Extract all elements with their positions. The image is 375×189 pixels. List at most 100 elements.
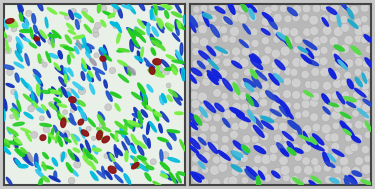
Ellipse shape: [334, 54, 344, 66]
Ellipse shape: [17, 100, 21, 111]
Ellipse shape: [133, 118, 135, 131]
Ellipse shape: [202, 13, 212, 19]
Circle shape: [209, 102, 218, 111]
Ellipse shape: [102, 166, 105, 176]
Ellipse shape: [81, 130, 88, 136]
Ellipse shape: [6, 19, 14, 23]
Circle shape: [314, 136, 321, 143]
Circle shape: [270, 113, 277, 120]
Circle shape: [260, 132, 269, 141]
Ellipse shape: [141, 47, 143, 57]
Ellipse shape: [135, 28, 145, 34]
Circle shape: [240, 78, 250, 88]
Ellipse shape: [346, 102, 356, 108]
Ellipse shape: [32, 14, 36, 23]
Ellipse shape: [34, 37, 40, 41]
Circle shape: [302, 134, 310, 142]
Ellipse shape: [54, 171, 57, 180]
Ellipse shape: [97, 171, 106, 179]
Circle shape: [213, 47, 222, 57]
Ellipse shape: [352, 171, 362, 176]
Circle shape: [28, 105, 34, 112]
Ellipse shape: [130, 40, 134, 52]
Circle shape: [64, 76, 70, 82]
Ellipse shape: [159, 124, 162, 133]
Circle shape: [361, 70, 371, 80]
Circle shape: [320, 145, 329, 154]
Circle shape: [162, 152, 169, 159]
Ellipse shape: [168, 130, 176, 139]
Ellipse shape: [141, 110, 147, 117]
Ellipse shape: [136, 141, 146, 149]
Ellipse shape: [64, 47, 74, 51]
Circle shape: [219, 100, 229, 110]
Ellipse shape: [60, 66, 64, 74]
Circle shape: [251, 135, 259, 143]
Ellipse shape: [251, 69, 258, 79]
Ellipse shape: [297, 125, 302, 136]
Ellipse shape: [86, 52, 91, 59]
Circle shape: [352, 173, 362, 183]
Circle shape: [210, 36, 218, 43]
Ellipse shape: [180, 43, 183, 55]
Ellipse shape: [115, 175, 123, 183]
Ellipse shape: [97, 131, 102, 140]
Ellipse shape: [167, 95, 172, 101]
Ellipse shape: [204, 101, 216, 112]
Ellipse shape: [171, 64, 178, 72]
Ellipse shape: [69, 167, 78, 176]
Ellipse shape: [78, 106, 83, 114]
Ellipse shape: [246, 167, 258, 177]
Ellipse shape: [104, 45, 108, 58]
Ellipse shape: [244, 83, 254, 91]
Ellipse shape: [26, 83, 32, 91]
Circle shape: [302, 157, 310, 165]
Ellipse shape: [161, 171, 168, 178]
Circle shape: [232, 91, 242, 101]
Circle shape: [218, 162, 228, 172]
Circle shape: [270, 122, 279, 131]
Circle shape: [361, 164, 371, 174]
Circle shape: [251, 123, 261, 133]
Ellipse shape: [41, 105, 46, 110]
Circle shape: [294, 36, 303, 44]
Ellipse shape: [189, 15, 198, 27]
Circle shape: [364, 112, 372, 120]
Ellipse shape: [15, 91, 18, 99]
Ellipse shape: [326, 162, 335, 167]
Circle shape: [329, 36, 339, 46]
Ellipse shape: [156, 70, 163, 76]
Circle shape: [202, 166, 209, 174]
Circle shape: [249, 14, 257, 22]
Circle shape: [222, 49, 230, 57]
Ellipse shape: [166, 55, 175, 60]
Ellipse shape: [140, 157, 148, 166]
Ellipse shape: [40, 135, 46, 140]
Circle shape: [231, 167, 241, 176]
Circle shape: [330, 153, 338, 160]
Ellipse shape: [33, 69, 41, 77]
Ellipse shape: [303, 40, 317, 50]
Ellipse shape: [168, 89, 177, 97]
Circle shape: [252, 58, 261, 67]
Circle shape: [261, 110, 270, 119]
Ellipse shape: [134, 157, 139, 168]
Circle shape: [365, 177, 373, 185]
Circle shape: [309, 15, 319, 25]
Ellipse shape: [118, 49, 130, 52]
Circle shape: [280, 58, 289, 67]
Ellipse shape: [146, 166, 154, 170]
Circle shape: [250, 91, 259, 101]
Circle shape: [304, 38, 311, 45]
Circle shape: [354, 58, 363, 66]
Ellipse shape: [78, 100, 85, 106]
Ellipse shape: [124, 64, 129, 74]
Ellipse shape: [150, 34, 156, 45]
Circle shape: [190, 135, 199, 144]
Ellipse shape: [165, 10, 169, 18]
Ellipse shape: [160, 96, 164, 105]
Circle shape: [200, 122, 209, 132]
Circle shape: [293, 102, 301, 110]
Ellipse shape: [82, 63, 86, 71]
Circle shape: [320, 14, 329, 24]
